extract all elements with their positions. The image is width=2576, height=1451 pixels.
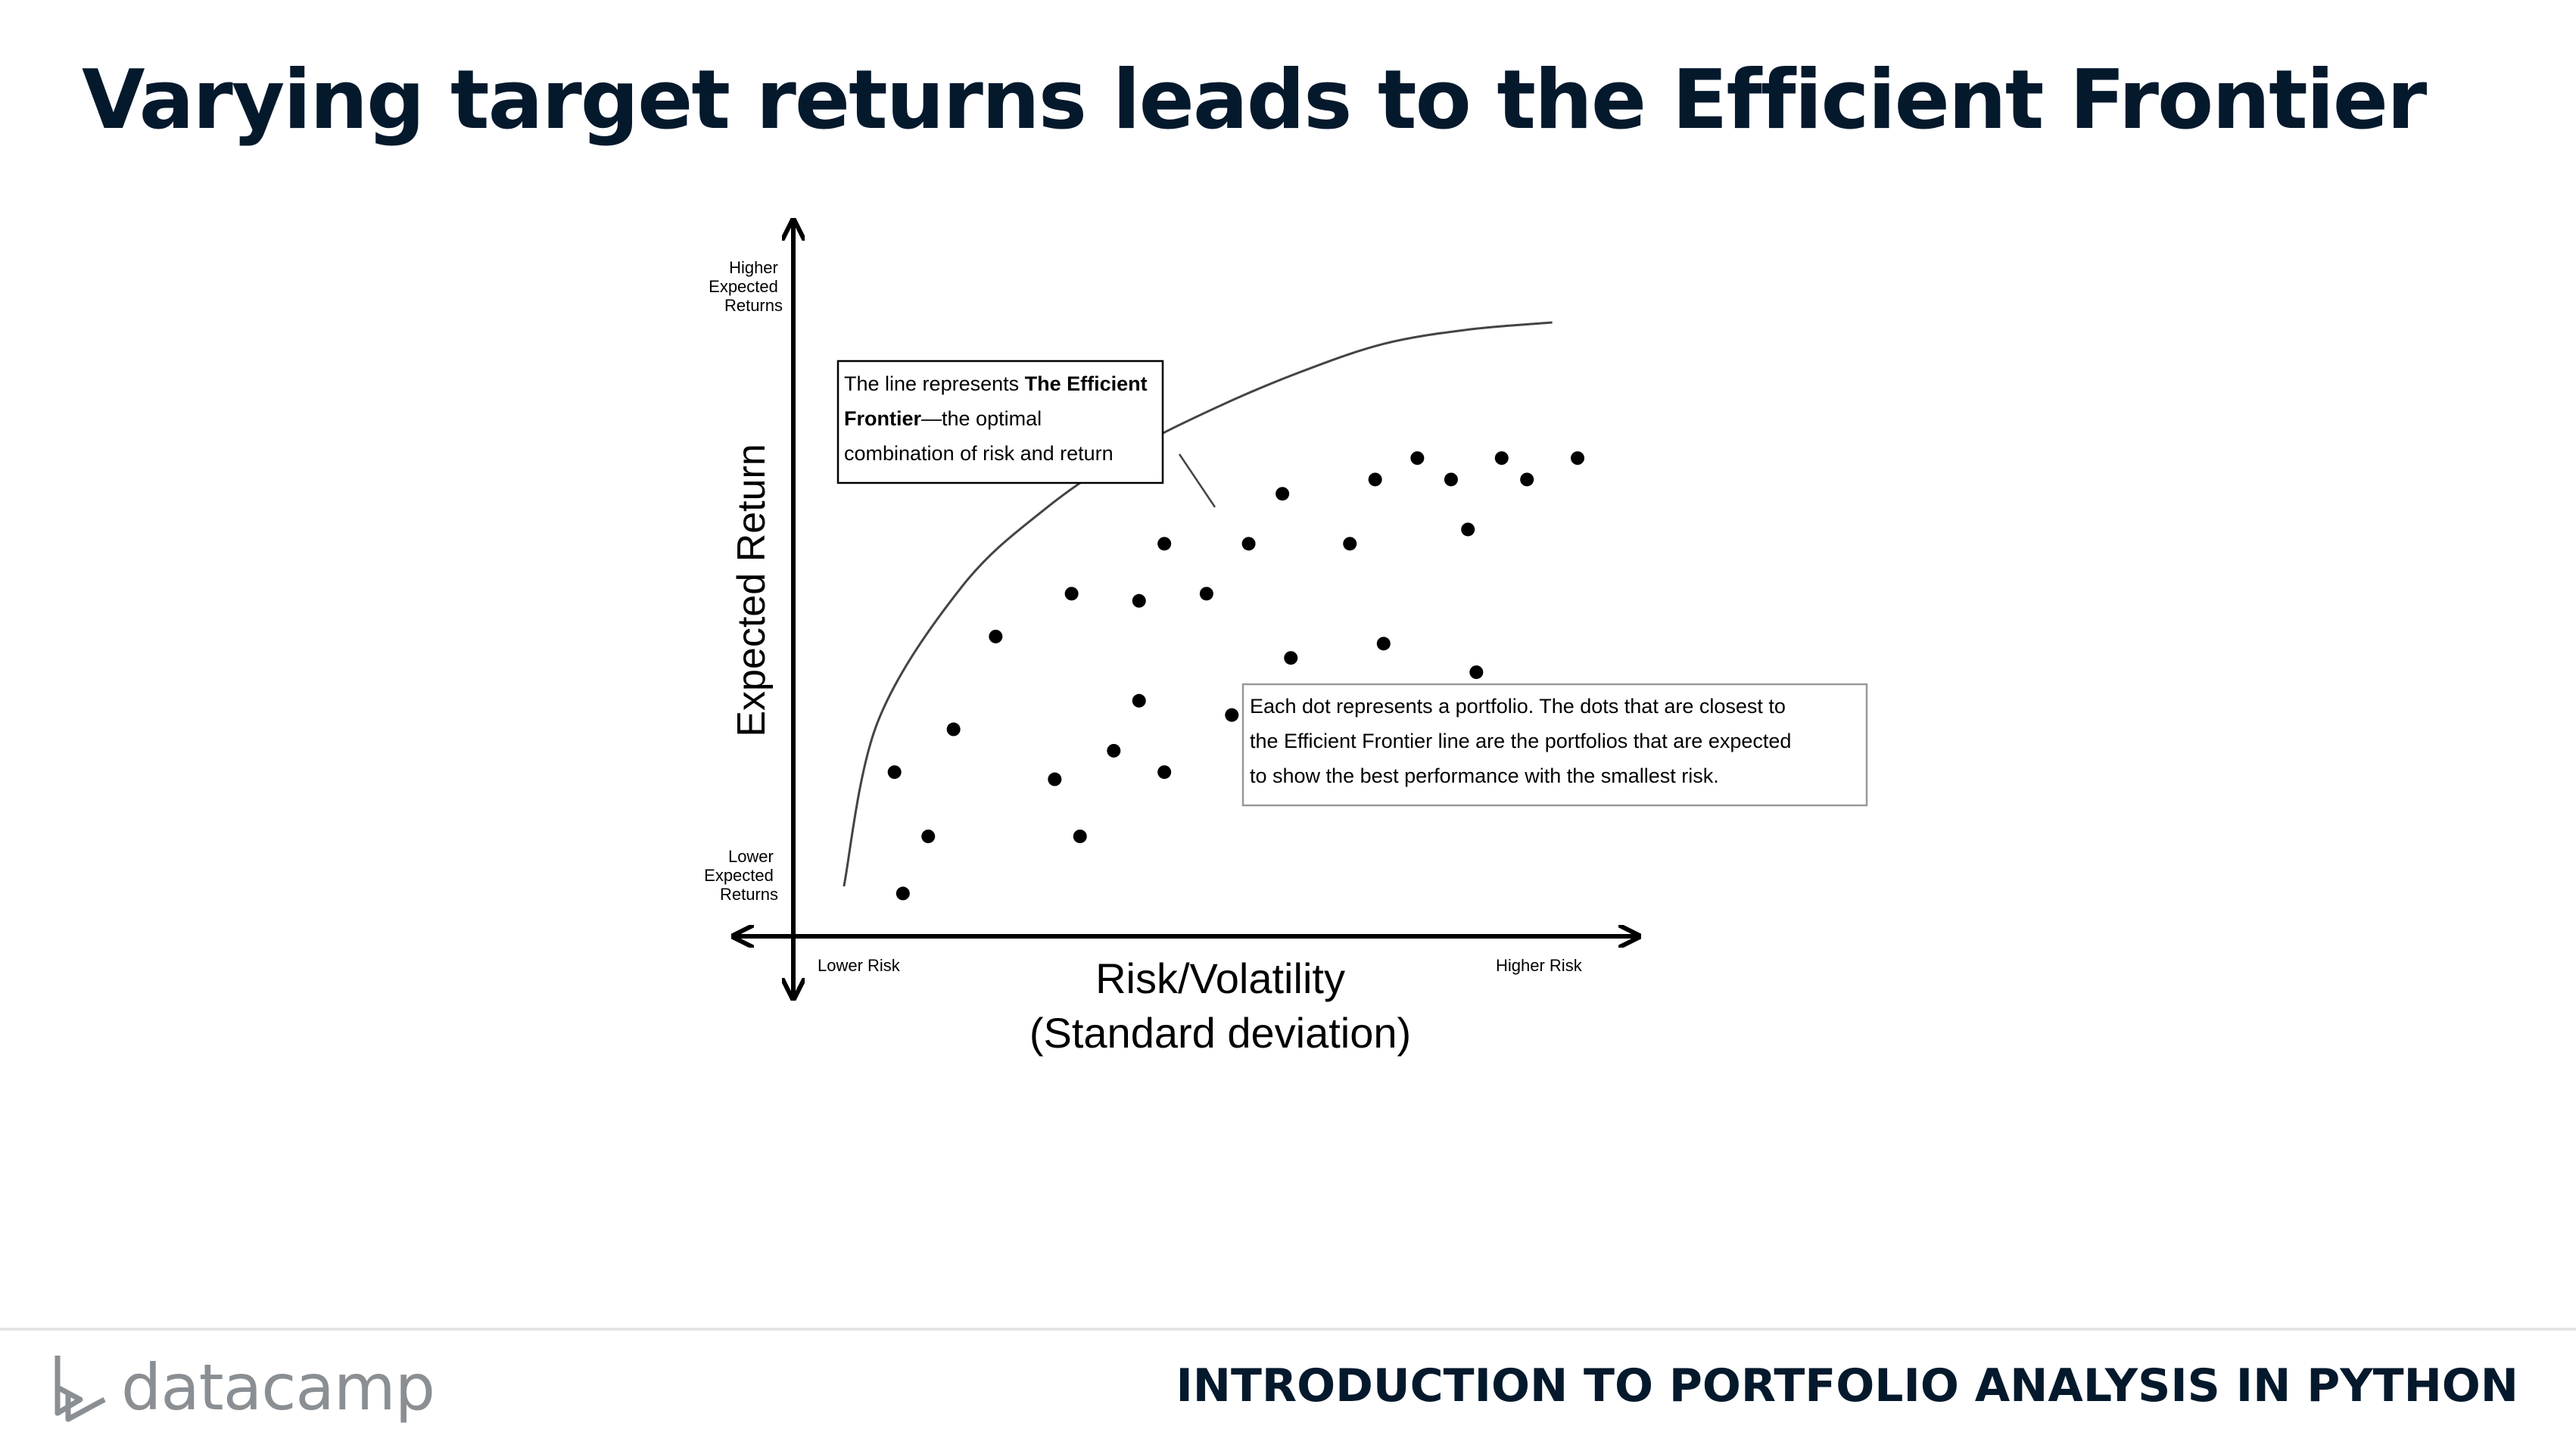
- portfolio-point-21: [1376, 637, 1391, 651]
- portfolio-point-5: [989, 629, 1003, 643]
- portfolio-point-17: [1276, 487, 1290, 501]
- portfolio-points: [887, 451, 1585, 901]
- portfolio-point-20: [1368, 472, 1382, 487]
- frontier-callout-line1: The line represents The Efficient: [844, 372, 1148, 395]
- datacamp-logo-icon: [55, 1356, 106, 1422]
- brand-name: datacamp: [121, 1350, 435, 1425]
- portfolio-point-26: [1494, 451, 1509, 466]
- frontier-callout-line3: combination of risk and return: [844, 442, 1114, 465]
- x-low-label: Lower Risk: [818, 956, 901, 975]
- dots-callout: Each dot represents a portfolio. The dot…: [1241, 683, 1868, 807]
- dots-callout-line1: Each dot represents a portfolio. The dot…: [1250, 695, 1786, 718]
- portfolio-point-15: [1225, 708, 1239, 722]
- portfolio-point-6: [1048, 772, 1062, 786]
- portfolio-point-10: [1132, 693, 1146, 708]
- portfolio-point-27: [1520, 472, 1534, 487]
- portfolio-point-9: [1107, 743, 1121, 758]
- portfolio-point-24: [1461, 522, 1475, 537]
- portfolio-point-25: [1469, 665, 1484, 680]
- portfolio-point-2: [921, 829, 936, 843]
- x-high-label: Higher Risk: [1496, 956, 1583, 975]
- y-high-label: Higher Expected Returns: [709, 258, 783, 315]
- frontier-callout-leader: [1178, 453, 1216, 508]
- dots-callout-line2: the Efficient Frontier line are the port…: [1250, 730, 1791, 752]
- datacamp-logo: datacamp: [51, 1346, 435, 1429]
- portfolio-point-19: [1343, 537, 1357, 551]
- dots-callout-line3: to show the best performance with the sm…: [1250, 764, 1719, 787]
- footer-divider: [0, 1328, 2576, 1331]
- portfolio-point-14: [1199, 587, 1213, 601]
- portfolio-point-12: [1157, 537, 1172, 551]
- portfolio-point-28: [1571, 451, 1585, 466]
- portfolio-point-1: [896, 886, 910, 901]
- slide-title: Varying target returns leads to the Effi…: [82, 53, 2427, 148]
- y-low-label: Lower Expected Returns: [704, 847, 778, 904]
- y-axis-title: Expected Return: [730, 444, 774, 736]
- portfolio-point-18: [1284, 651, 1298, 665]
- portfolio-point-7: [1064, 587, 1079, 601]
- x-axis-title-line2: (Standard deviation): [1029, 1009, 1411, 1057]
- portfolio-point-8: [1073, 829, 1087, 843]
- portfolio-point-3: [887, 765, 902, 780]
- course-title: INTRODUCTION TO PORTFOLIO ANALYSIS IN PY…: [1176, 1359, 2518, 1412]
- portfolio-point-4: [946, 722, 961, 736]
- portfolio-point-23: [1444, 472, 1458, 487]
- portfolio-point-22: [1410, 451, 1425, 466]
- frontier-callout: The line represents The Efficient Fronti…: [836, 360, 1164, 484]
- portfolio-point-13: [1157, 765, 1172, 780]
- portfolio-point-16: [1241, 537, 1256, 551]
- frontier-callout-line2: Frontier—the optimal: [844, 407, 1042, 430]
- portfolio-point-11: [1132, 593, 1146, 608]
- x-axis-title-line1: Risk/Volatility: [1095, 954, 1345, 1002]
